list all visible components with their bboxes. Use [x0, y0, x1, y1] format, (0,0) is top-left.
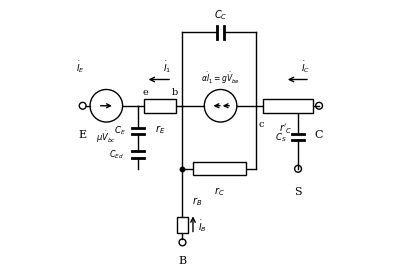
Text: $C_{Ed}$: $C_{Ed}$: [109, 148, 124, 161]
Text: $\dot{I}_B$: $\dot{I}_B$: [198, 219, 206, 234]
Text: E: E: [79, 130, 87, 140]
Text: $r_B$: $r_B$: [192, 195, 202, 208]
Text: B: B: [178, 256, 186, 266]
Bar: [177, 217, 188, 233]
Text: $r'_C$: $r'_C$: [280, 123, 293, 136]
Text: $\dot{I}_1$: $\dot{I}_1$: [163, 60, 171, 75]
Text: $\alpha\dot{I}_1=g\dot{V}_{be}$: $\alpha\dot{I}_1=g\dot{V}_{be}$: [201, 70, 240, 86]
Text: b: b: [171, 88, 178, 97]
Text: S: S: [294, 187, 302, 197]
Text: $C_C$: $C_C$: [214, 8, 228, 22]
Text: c: c: [258, 120, 264, 129]
Bar: [193, 163, 245, 175]
Bar: [144, 99, 176, 113]
Text: $r_E$: $r_E$: [155, 123, 165, 136]
Text: C: C: [315, 130, 323, 140]
Text: $\dot{I}_C$: $\dot{I}_C$: [301, 60, 311, 75]
Text: $\mu\dot{V}_{bc}$: $\mu\dot{V}_{bc}$: [96, 129, 116, 145]
Text: e: e: [143, 88, 149, 97]
Text: $C_E$: $C_E$: [114, 124, 125, 137]
Bar: [263, 99, 313, 113]
Text: $\dot{I}_E$: $\dot{I}_E$: [76, 60, 84, 75]
Text: $C_S$: $C_S$: [275, 131, 287, 144]
Text: $r_C$: $r_C$: [214, 185, 225, 198]
